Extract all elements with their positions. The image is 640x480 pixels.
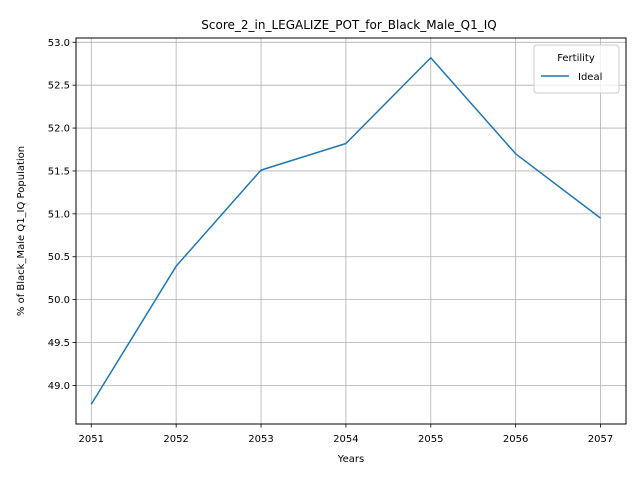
legend: Fertility Ideal	[533, 44, 620, 94]
x-tick-label: 2052	[163, 434, 188, 445]
y-tick-label: 51.5	[48, 166, 70, 177]
x-tick-label: 2057	[588, 434, 613, 445]
grid	[76, 38, 626, 424]
y-tick-label: 51.0	[48, 209, 70, 220]
legend-box	[533, 44, 620, 94]
y-axis-label: % of Black_Male Q1_IQ Population	[16, 146, 27, 316]
x-tick-label: 2053	[248, 434, 273, 445]
x-axis: 2051 2052 2053 2054 2055 2056 2057	[79, 424, 613, 445]
y-tick-label: 49.5	[48, 338, 70, 349]
x-axis-label: Years	[337, 454, 364, 465]
x-tick-label: 2054	[333, 434, 358, 445]
x-tick-label: 2055	[418, 434, 443, 445]
y-tick-label: 53.0	[48, 38, 70, 49]
y-tick-label: 50.5	[48, 252, 70, 263]
x-tick-label: 2051	[79, 434, 104, 445]
series-layer	[90, 56, 601, 405]
y-tick-label: 52.0	[48, 124, 70, 135]
y-axis: 49.0 49.5 50.0 50.5 51.0 51.5 52.0 52.5 53.0	[48, 38, 76, 392]
plot-frame	[75, 37, 627, 425]
x-tick-label: 2056	[503, 434, 528, 445]
legend-title: Fertility	[557, 53, 595, 64]
y-tick-label: 52.5	[48, 81, 70, 92]
chart-title: Score_2_in_LEGALIZE_POT_for_Black_Male_Q…	[201, 18, 496, 32]
y-tick-label: 50.0	[48, 295, 70, 306]
legend-label-ideal: Ideal	[578, 72, 602, 83]
y-tick-label: 49.0	[48, 381, 70, 392]
